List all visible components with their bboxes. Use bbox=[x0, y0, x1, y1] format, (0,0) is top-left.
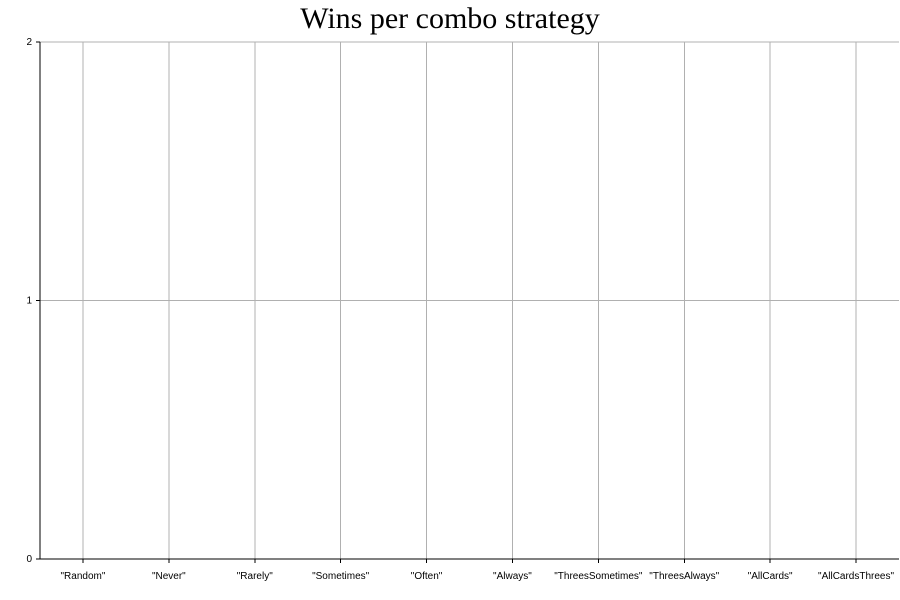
x-tick-label: "ThreesAlways" bbox=[649, 571, 719, 582]
x-tick-label: "AllCardsThrees" bbox=[818, 571, 894, 582]
axes bbox=[36, 41, 899, 563]
y-tick-label: 0 bbox=[26, 554, 32, 565]
x-tick-label: "ThreesSometimes" bbox=[554, 571, 643, 582]
x-tick-label: "Random" bbox=[60, 571, 105, 582]
x-tick-label: "Sometimes" bbox=[312, 571, 370, 582]
y-tick-label: 2 bbox=[26, 37, 32, 48]
x-tick-label: "Always" bbox=[493, 571, 532, 582]
x-tick-label: "Never" bbox=[152, 571, 186, 582]
y-tick-label: 1 bbox=[26, 296, 32, 307]
grid-lines bbox=[40, 41, 899, 559]
x-tick-label: "Often" bbox=[411, 571, 443, 582]
x-tick-label: "AllCards" bbox=[748, 571, 793, 582]
tick-labels: 0 1 2 "Random" "Never" "Rarely" "Sometimes" "Of… bbox=[26, 37, 894, 582]
chart-title: Wins per combo strategy bbox=[300, 2, 600, 35]
x-tick-label: "Rarely" bbox=[237, 571, 273, 582]
